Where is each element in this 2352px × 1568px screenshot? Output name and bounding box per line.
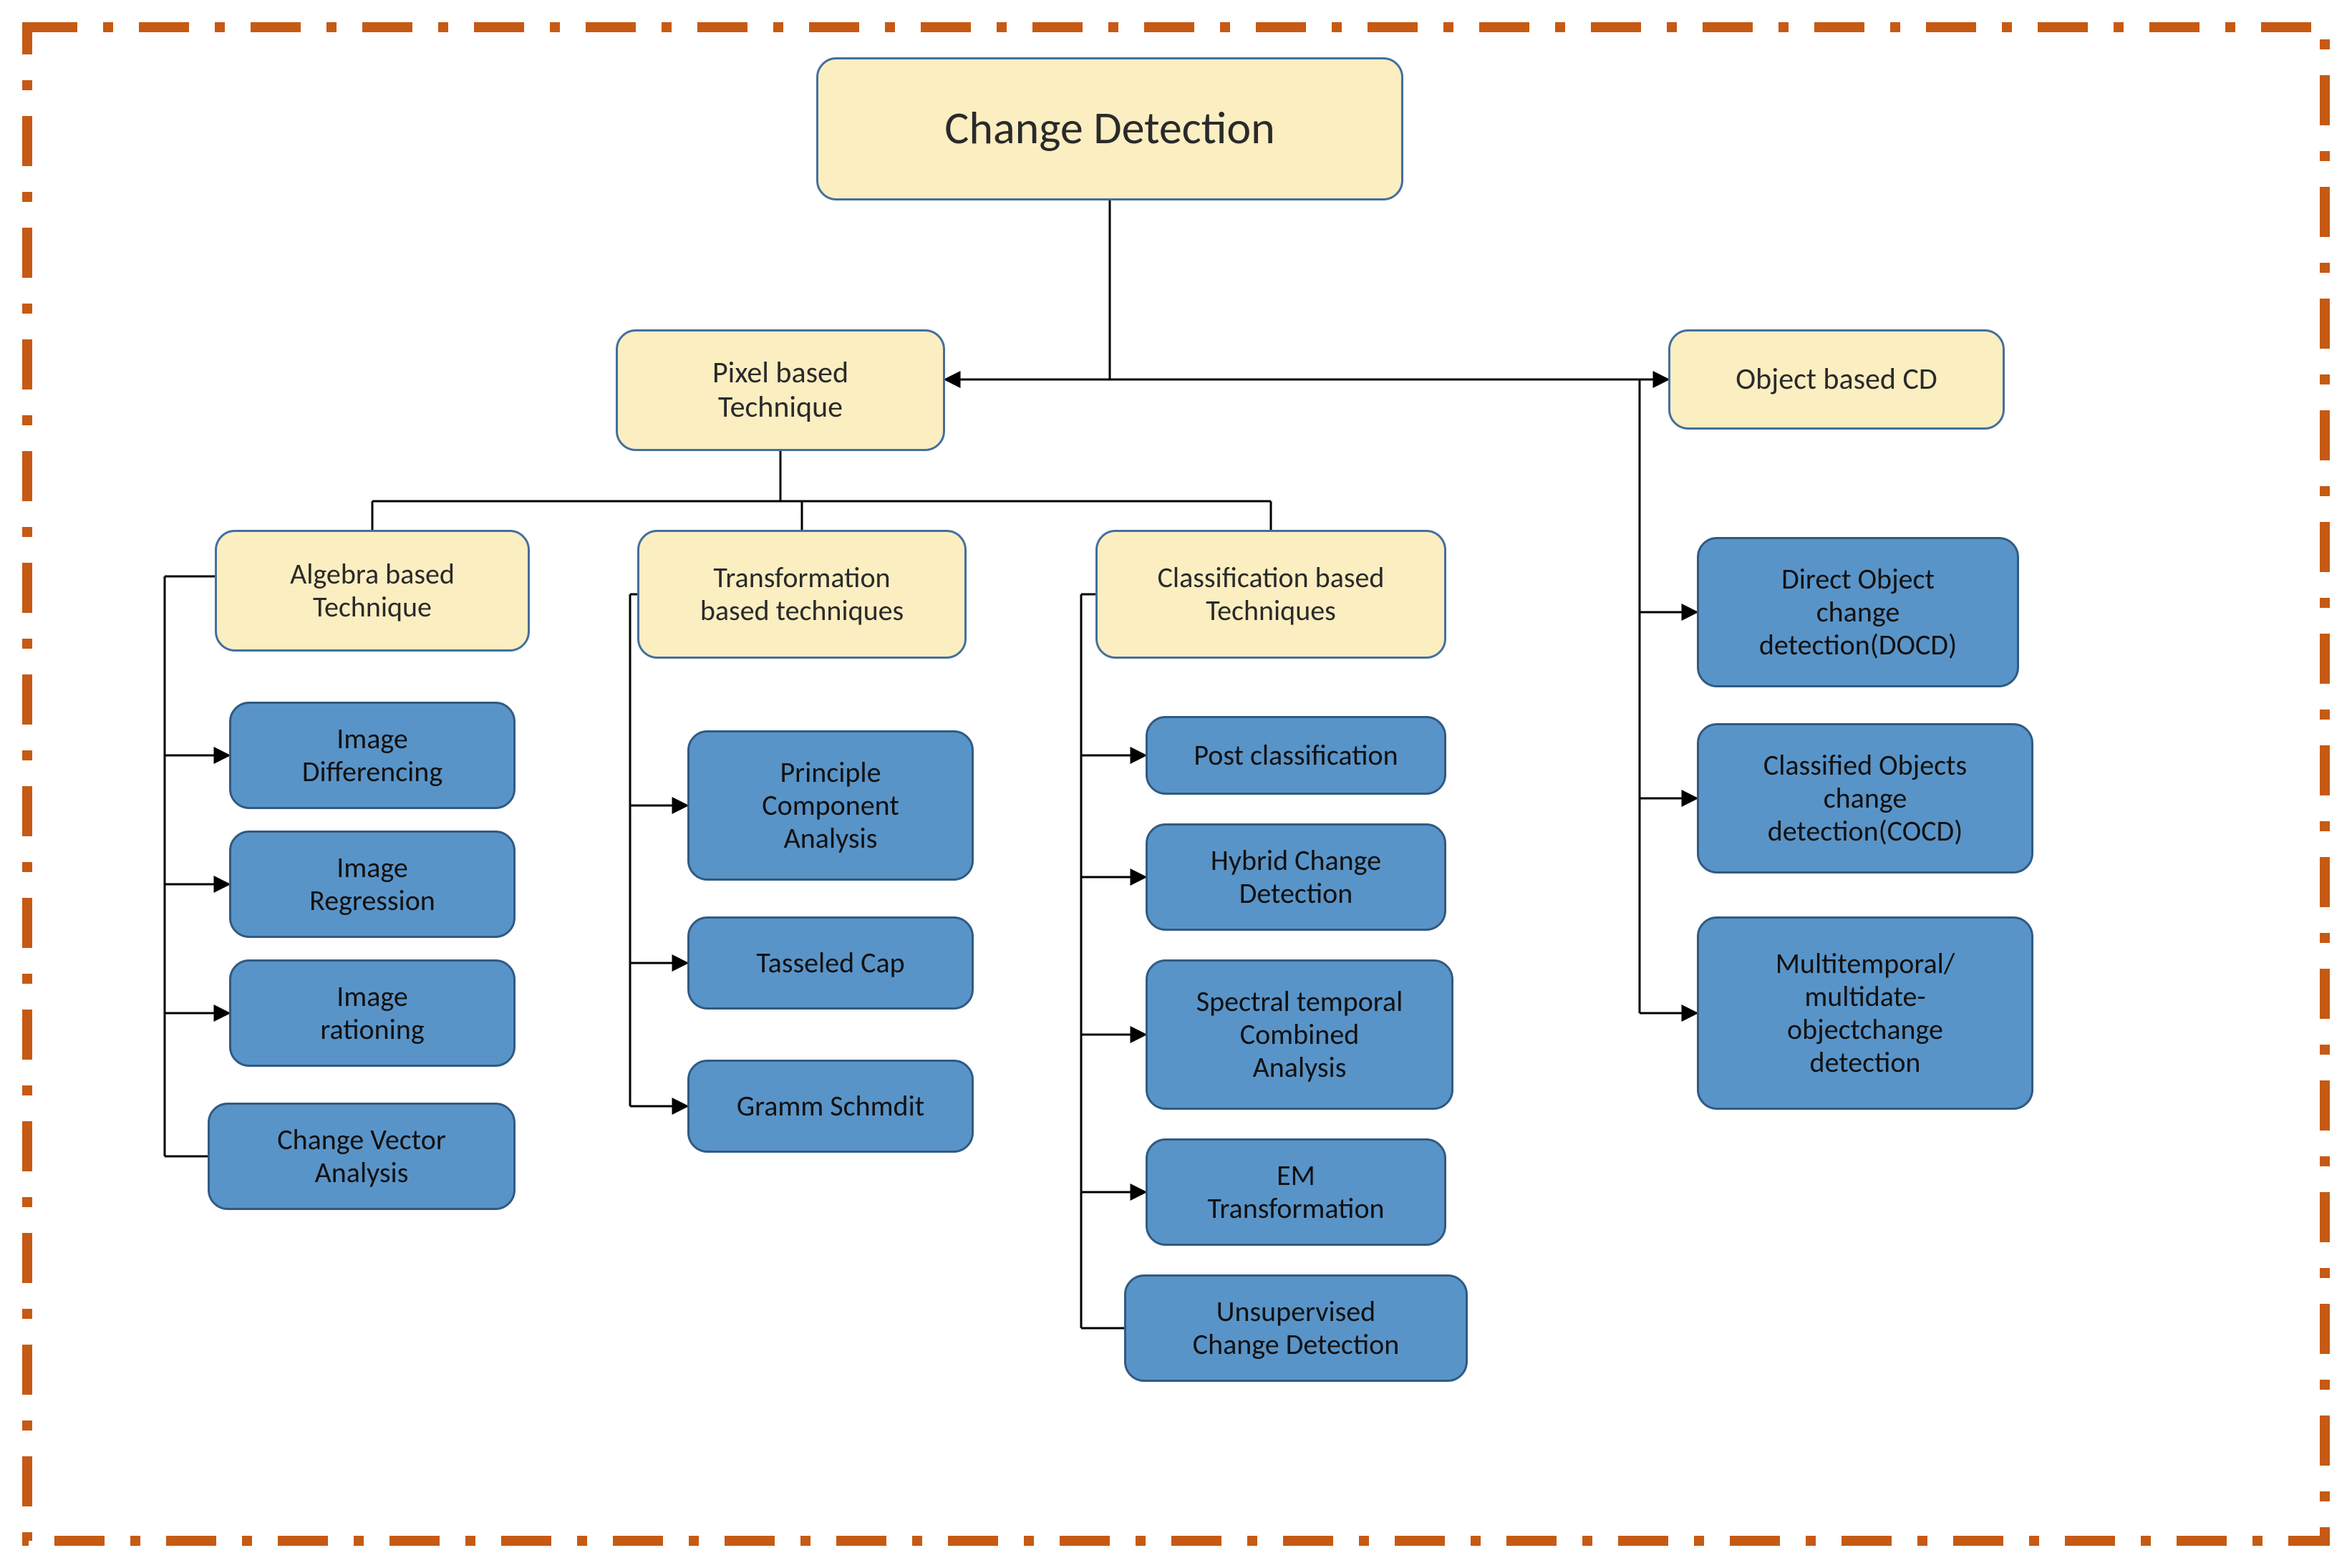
leaf-alg2: ImageRegression (229, 831, 516, 938)
root-node: Change Detection (816, 57, 1403, 200)
leaf-alg1: ImageDifferencing (229, 702, 516, 809)
leaf-tra2-label: Tasseled Cap (756, 947, 904, 979)
leaf-cla3-label: Spectral temporalCombinedAnalysis (1196, 985, 1403, 1084)
branch-pixel: Pixel basedTechnique (616, 329, 945, 451)
branch-object: Object based CD (1668, 329, 2005, 430)
leaf-tra3: Gramm Schmdit (687, 1060, 974, 1153)
diagram-stage: Change Detection Pixel basedTechnique Ob… (0, 0, 2352, 1568)
leaf-alg3: Imagerationing (229, 959, 516, 1067)
leaf-alg2-label: ImageRegression (309, 851, 435, 917)
leaf-cla1-label: Post classification (1194, 739, 1398, 772)
leaf-tra3-label: Gramm Schmdit (737, 1090, 924, 1123)
leaf-cla3: Spectral temporalCombinedAnalysis (1146, 959, 1453, 1110)
cat-algebra-label: Algebra basedTechnique (290, 558, 455, 624)
leaf-tra1-label: PrincipleComponentAnalysis (762, 756, 899, 855)
leaf-cla4: EMTransformation (1146, 1138, 1446, 1246)
leaf-alg3-label: Imagerationing (320, 980, 424, 1046)
leaf-obj1-label: Direct Objectchangedetection(DOCD) (1759, 563, 1957, 662)
leaf-cla4-label: EMTransformation (1207, 1159, 1384, 1225)
leaf-alg4-label: Change VectorAnalysis (277, 1123, 446, 1189)
leaf-obj3-label: Multitemporal/multidate-objectchangedete… (1776, 947, 1955, 1079)
cat-transform: Transformationbased techniques (637, 530, 967, 659)
leaf-obj1: Direct Objectchangedetection(DOCD) (1697, 537, 2019, 687)
branch-object-label: Object based CD (1736, 362, 1937, 397)
cat-classify: Classification basedTechniques (1095, 530, 1446, 659)
leaf-obj3: Multitemporal/multidate-objectchangedete… (1697, 916, 2033, 1110)
leaf-cla2-label: Hybrid ChangeDetection (1211, 844, 1381, 910)
leaf-cla5-label: UnsupervisedChange Detection (1193, 1295, 1399, 1361)
leaf-alg4: Change VectorAnalysis (208, 1103, 516, 1210)
leaf-tra2: Tasseled Cap (687, 916, 974, 1010)
leaf-cla2: Hybrid ChangeDetection (1146, 823, 1446, 931)
leaf-obj2: Classified Objectschangedetection(COCD) (1697, 723, 2033, 873)
leaf-obj2-label: Classified Objectschangedetection(COCD) (1763, 749, 1967, 848)
branch-pixel-label: Pixel basedTechnique (712, 356, 848, 425)
leaf-alg1-label: ImageDifferencing (302, 722, 442, 788)
cat-classify-label: Classification basedTechniques (1158, 561, 1385, 627)
cat-algebra: Algebra basedTechnique (215, 530, 530, 652)
leaf-cla1: Post classification (1146, 716, 1446, 795)
cat-transform-label: Transformationbased techniques (700, 561, 904, 627)
root-label: Change Detection (944, 102, 1275, 155)
leaf-tra1: PrincipleComponentAnalysis (687, 730, 974, 881)
leaf-cla5: UnsupervisedChange Detection (1124, 1274, 1468, 1382)
